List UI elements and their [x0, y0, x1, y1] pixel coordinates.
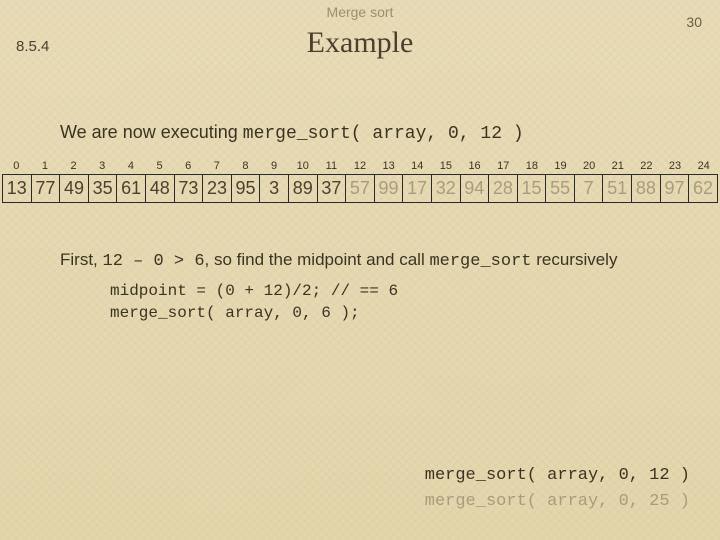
- index-cell: 20: [575, 160, 604, 174]
- value-cell: 97: [661, 175, 690, 202]
- explain-p1a: First,: [60, 250, 103, 269]
- value-cell: 32: [432, 175, 461, 202]
- index-cell: 13: [374, 160, 403, 174]
- index-cell: 8: [231, 160, 260, 174]
- index-cell: 14: [403, 160, 432, 174]
- explain-condition: 12 – 0 > 6: [103, 252, 205, 271]
- value-cell: 13: [3, 175, 32, 202]
- code-line-1: midpoint = (0 + 12)/2; // == 6: [110, 282, 398, 300]
- index-cell: 18: [518, 160, 547, 174]
- index-cell: 16: [460, 160, 489, 174]
- index-cell: 10: [288, 160, 317, 174]
- value-cell: 7: [575, 175, 604, 202]
- intro-call: merge_sort( array, 0, 12 ): [243, 124, 524, 144]
- value-cell: 62: [689, 175, 717, 202]
- index-cell: 3: [88, 160, 117, 174]
- index-cell: 24: [689, 160, 718, 174]
- value-cell: 89: [289, 175, 318, 202]
- page-title: Example: [0, 26, 720, 60]
- value-cell: 73: [175, 175, 204, 202]
- index-cell: 0: [2, 160, 31, 174]
- value-cell: 48: [146, 175, 175, 202]
- index-cell: 7: [202, 160, 231, 174]
- index-cell: 17: [489, 160, 518, 174]
- value-cell: 61: [117, 175, 146, 202]
- value-cell: 99: [375, 175, 404, 202]
- index-cell: 6: [174, 160, 203, 174]
- value-cell: 77: [32, 175, 61, 202]
- index-row: 0123456789101112131415161718192021222324: [2, 160, 718, 174]
- index-cell: 11: [317, 160, 346, 174]
- index-cell: 2: [59, 160, 88, 174]
- value-cell: 37: [318, 175, 347, 202]
- explain-p1b: , so find the midpoint and call: [205, 250, 430, 269]
- index-cell: 23: [661, 160, 690, 174]
- explain-fn: merge_sort: [429, 252, 531, 271]
- intro-prefix: We are now executing: [60, 122, 243, 142]
- code-block: midpoint = (0 + 12)/2; // == 6 merge_sor…: [110, 280, 398, 325]
- index-cell: 19: [546, 160, 575, 174]
- stack-frame-active: merge_sort( array, 0, 12 ): [425, 463, 690, 489]
- value-cell: 28: [489, 175, 518, 202]
- value-cell: 15: [518, 175, 547, 202]
- array-visualization: 0123456789101112131415161718192021222324…: [2, 160, 718, 203]
- explanation-line: First, 12 – 0 > 6, so find the midpoint …: [60, 250, 700, 271]
- value-cell: 3: [260, 175, 289, 202]
- index-cell: 5: [145, 160, 174, 174]
- index-cell: 4: [117, 160, 146, 174]
- value-cell: 88: [632, 175, 661, 202]
- value-cell: 57: [346, 175, 375, 202]
- index-cell: 1: [31, 160, 60, 174]
- code-line-2: merge_sort( array, 0, 6 );: [110, 304, 360, 322]
- value-cell: 94: [461, 175, 490, 202]
- value-cell: 95: [232, 175, 261, 202]
- call-stack: merge_sort( array, 0, 12 ) merge_sort( a…: [425, 463, 690, 514]
- value-cell: 51: [603, 175, 632, 202]
- index-cell: 9: [260, 160, 289, 174]
- stack-frame-faded: merge_sort( array, 0, 25 ): [425, 489, 690, 515]
- index-cell: 15: [432, 160, 461, 174]
- value-cell: 55: [546, 175, 575, 202]
- explain-p1c: recursively: [531, 250, 617, 269]
- value-cell: 49: [60, 175, 89, 202]
- index-cell: 21: [603, 160, 632, 174]
- value-cell: 35: [89, 175, 118, 202]
- value-cell: 23: [203, 175, 232, 202]
- value-row: 1377493561487323953893757991732942815557…: [2, 174, 718, 203]
- intro-line: We are now executing merge_sort( array, …: [60, 122, 524, 144]
- header-label: Merge sort: [0, 4, 720, 20]
- index-cell: 22: [632, 160, 661, 174]
- index-cell: 12: [346, 160, 375, 174]
- value-cell: 17: [403, 175, 432, 202]
